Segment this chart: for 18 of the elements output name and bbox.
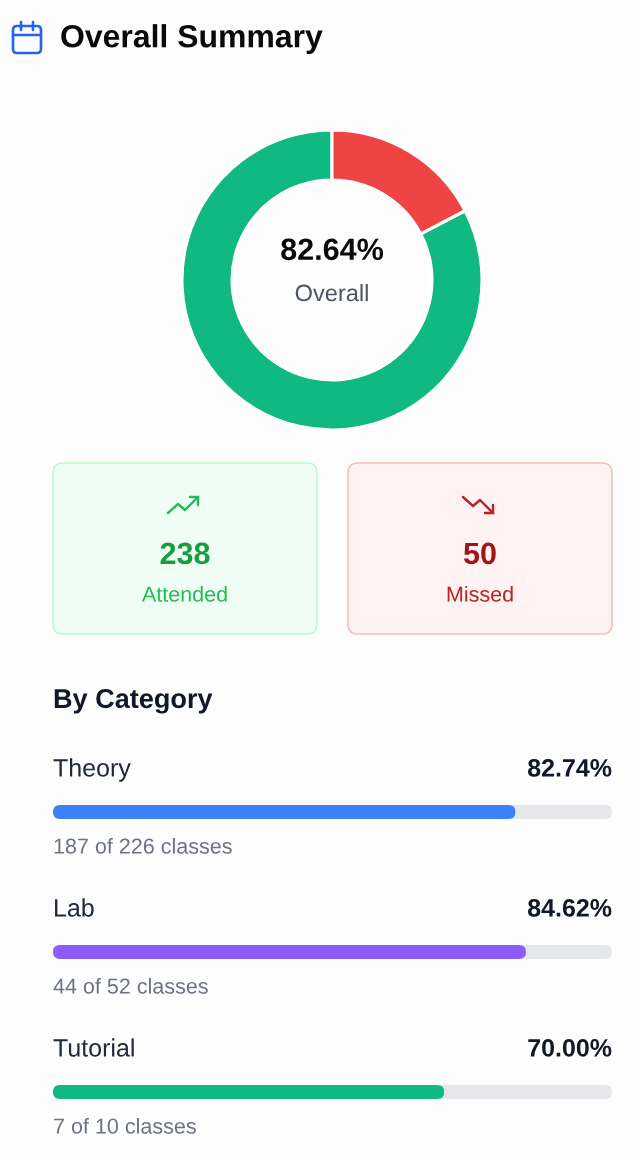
donut-slice — [180, 128, 484, 432]
y-tick-label: Theory — [53, 758, 131, 782]
text: 7 of 10 classes — [54, 1117, 196, 1134]
chart-title: Overall Summary — [61, 24, 323, 54]
y-tick-label: Tutorial — [53, 1038, 134, 1057]
annotation: 44 of 52 classes — [53, 977, 208, 994]
data-label: 50 — [463, 542, 496, 565]
annotation: 187 of 226 classes — [54, 837, 232, 854]
chart-title: By Category — [54, 688, 213, 714]
data-label: 82.74% — [528, 759, 612, 777]
y-tick-label: Lab — [55, 898, 94, 917]
data-label: 70.00% — [528, 1039, 612, 1057]
category-label: Attended — [141, 585, 227, 602]
text: 82.64% — [281, 238, 384, 261]
data-label: 238 — [160, 542, 210, 565]
data-label: 84.62% — [528, 899, 612, 917]
text: Overall — [295, 283, 368, 302]
category-label: Missed — [447, 585, 513, 602]
